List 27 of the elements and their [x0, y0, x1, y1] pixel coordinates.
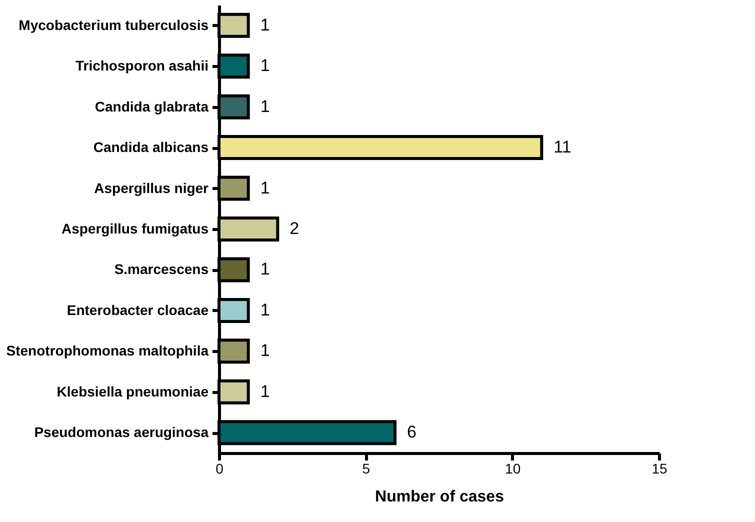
x-tick-label: 10	[505, 460, 521, 476]
data-label: 1	[260, 56, 270, 76]
x-tick-label: 5	[362, 460, 370, 476]
y-tick-label: Aspergillus niger	[94, 180, 210, 196]
y-tick-label: Aspergillus fumigatus	[61, 220, 209, 236]
data-label: 1	[260, 300, 270, 320]
x-tick-label: 0	[216, 460, 224, 476]
y-tick-label: Enterobacter cloacae	[66, 302, 209, 318]
data-label: 11	[554, 138, 572, 157]
data-label: 2	[290, 219, 300, 238]
data-label: 1	[260, 260, 270, 279]
data-label: 1	[260, 178, 270, 198]
data-label: 1	[260, 96, 270, 116]
y-tick-label: S.marcescens	[114, 261, 209, 278]
x-axis-title: Number of cases	[375, 488, 504, 506]
y-tick-label: Trichosporon asahii	[75, 58, 208, 74]
y-tick-label: Candida glabrata	[94, 98, 209, 114]
y-tick-label: Stenotrophomonas maltophila	[6, 342, 209, 359]
y-tick-label: Pseudomonas aeruginosa	[34, 424, 209, 440]
data-label: 1	[260, 382, 270, 401]
y-tick-label: Candida albicans	[93, 139, 209, 156]
x-tick-label: 15	[652, 460, 668, 476]
data-label: 1	[260, 15, 270, 34]
data-label: 1	[260, 341, 270, 360]
y-tick-label: Klebsiella pneumoniae	[56, 383, 209, 400]
y-tick-label: Mycobacterium tuberculosis	[18, 16, 209, 33]
data-label: 6	[407, 422, 416, 442]
